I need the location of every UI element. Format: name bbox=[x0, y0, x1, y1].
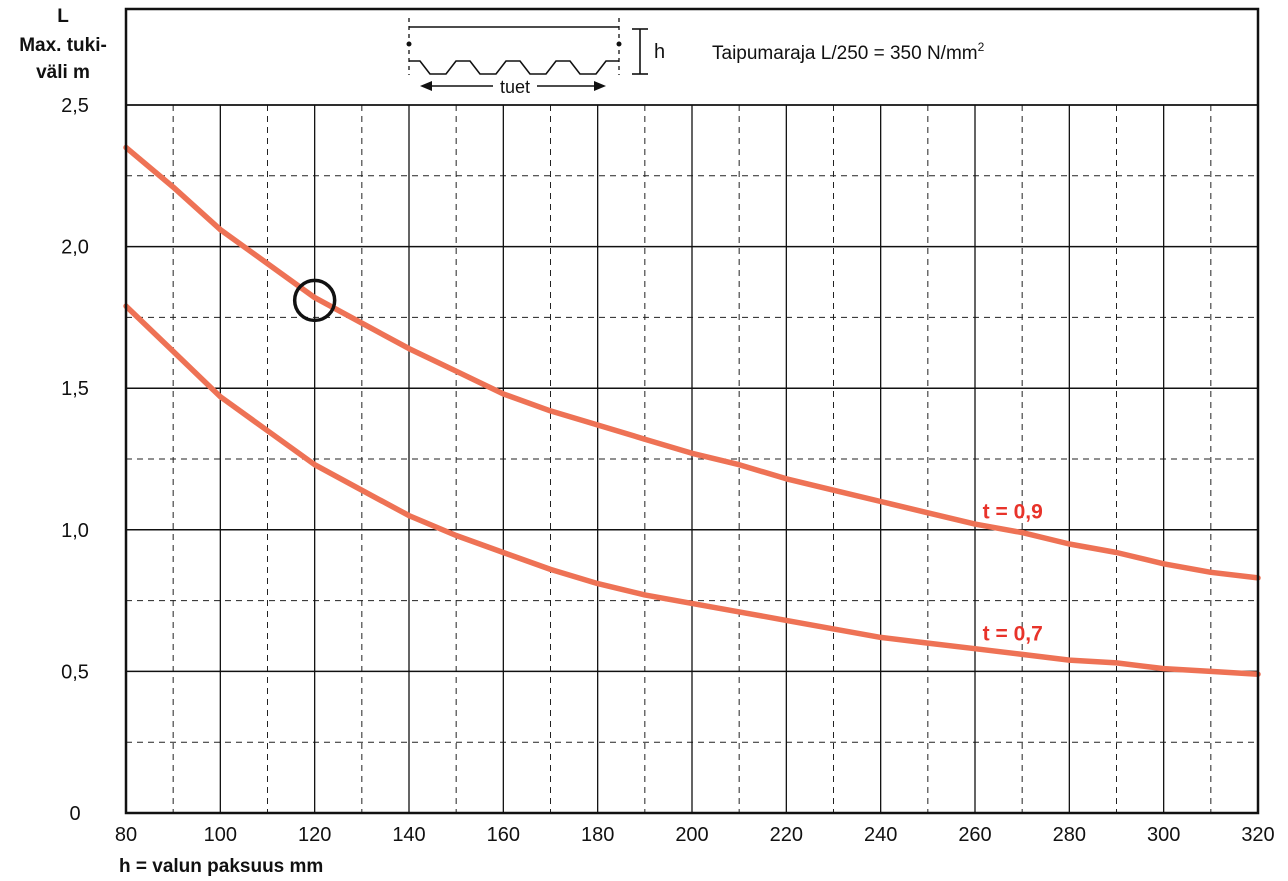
plot-frame bbox=[124, 7, 1260, 815]
x-tick-label: 120 bbox=[298, 824, 331, 846]
series-label-2: t = 0,7 bbox=[983, 622, 1043, 645]
y-tick-label: 0,5 bbox=[61, 661, 89, 683]
deflection-annotation-text: Taipumaraja L/250 = 350 N/mm bbox=[712, 43, 978, 64]
x-tick-label: 80 bbox=[115, 824, 137, 846]
y-tick-label: 0 bbox=[69, 803, 80, 825]
y-axis-label-line1: L bbox=[57, 6, 69, 27]
x-tick-label: 200 bbox=[675, 824, 708, 846]
series-label-1: t = 0,9 bbox=[983, 501, 1043, 524]
series-line-1 bbox=[123, 144, 1261, 581]
x-tick-label: 220 bbox=[770, 824, 803, 846]
x-tick-label: 140 bbox=[392, 824, 425, 846]
span-arrow-right-head bbox=[594, 81, 606, 91]
x-tick-label: 180 bbox=[581, 824, 614, 846]
y-tick-label: 2,5 bbox=[61, 95, 89, 117]
series-layer: t = 0,9 t = 0,7 bbox=[123, 144, 1261, 677]
series-line-2 bbox=[123, 303, 1261, 677]
x-tick-label: 160 bbox=[487, 824, 520, 846]
y-tick-label: 1,0 bbox=[61, 520, 89, 542]
x-axis-label: h = valun paksuus mm bbox=[119, 856, 323, 877]
span-label: tuet bbox=[500, 77, 530, 97]
highlight-circle bbox=[292, 278, 337, 323]
diagram-left-dot bbox=[406, 41, 412, 47]
deflection-annotation-superscript: 2 bbox=[978, 40, 985, 54]
x-tick-label: 260 bbox=[958, 824, 991, 846]
x-tick-label: 300 bbox=[1147, 824, 1180, 846]
y-tick-label: 2,0 bbox=[61, 237, 89, 259]
height-label: h bbox=[654, 41, 665, 63]
x-tick-label: 280 bbox=[1053, 824, 1086, 846]
x-tick-label: 320 bbox=[1241, 824, 1274, 846]
y-tick-label: 1,5 bbox=[61, 378, 89, 400]
diagram-profile bbox=[409, 60, 619, 75]
x-tick-label: 240 bbox=[864, 824, 897, 846]
y-axis-label-line2: Max. tuki- bbox=[19, 35, 107, 56]
tick-labels: 80 100 120 140 160 180 200 220 240 260 280 300 320 0 0… bbox=[61, 95, 1275, 846]
diagram-right-dot bbox=[616, 41, 622, 47]
y-axis-label-line3: väli m bbox=[36, 62, 90, 83]
deflection-annotation: Taipumaraja L/250 = 350 N/mm2 bbox=[712, 40, 985, 64]
span-arrow-left-head bbox=[420, 81, 432, 91]
x-tick-label: 100 bbox=[204, 824, 237, 846]
frame-border bbox=[124, 7, 1260, 815]
deck-profile-diagram: tuet h bbox=[406, 18, 665, 97]
